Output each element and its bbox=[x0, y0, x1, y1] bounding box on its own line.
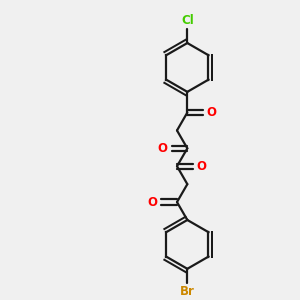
Text: Cl: Cl bbox=[181, 14, 194, 27]
Text: O: O bbox=[207, 106, 217, 119]
Text: O: O bbox=[158, 142, 168, 155]
Text: Br: Br bbox=[180, 285, 195, 298]
Text: O: O bbox=[196, 160, 206, 173]
Text: O: O bbox=[148, 196, 158, 208]
